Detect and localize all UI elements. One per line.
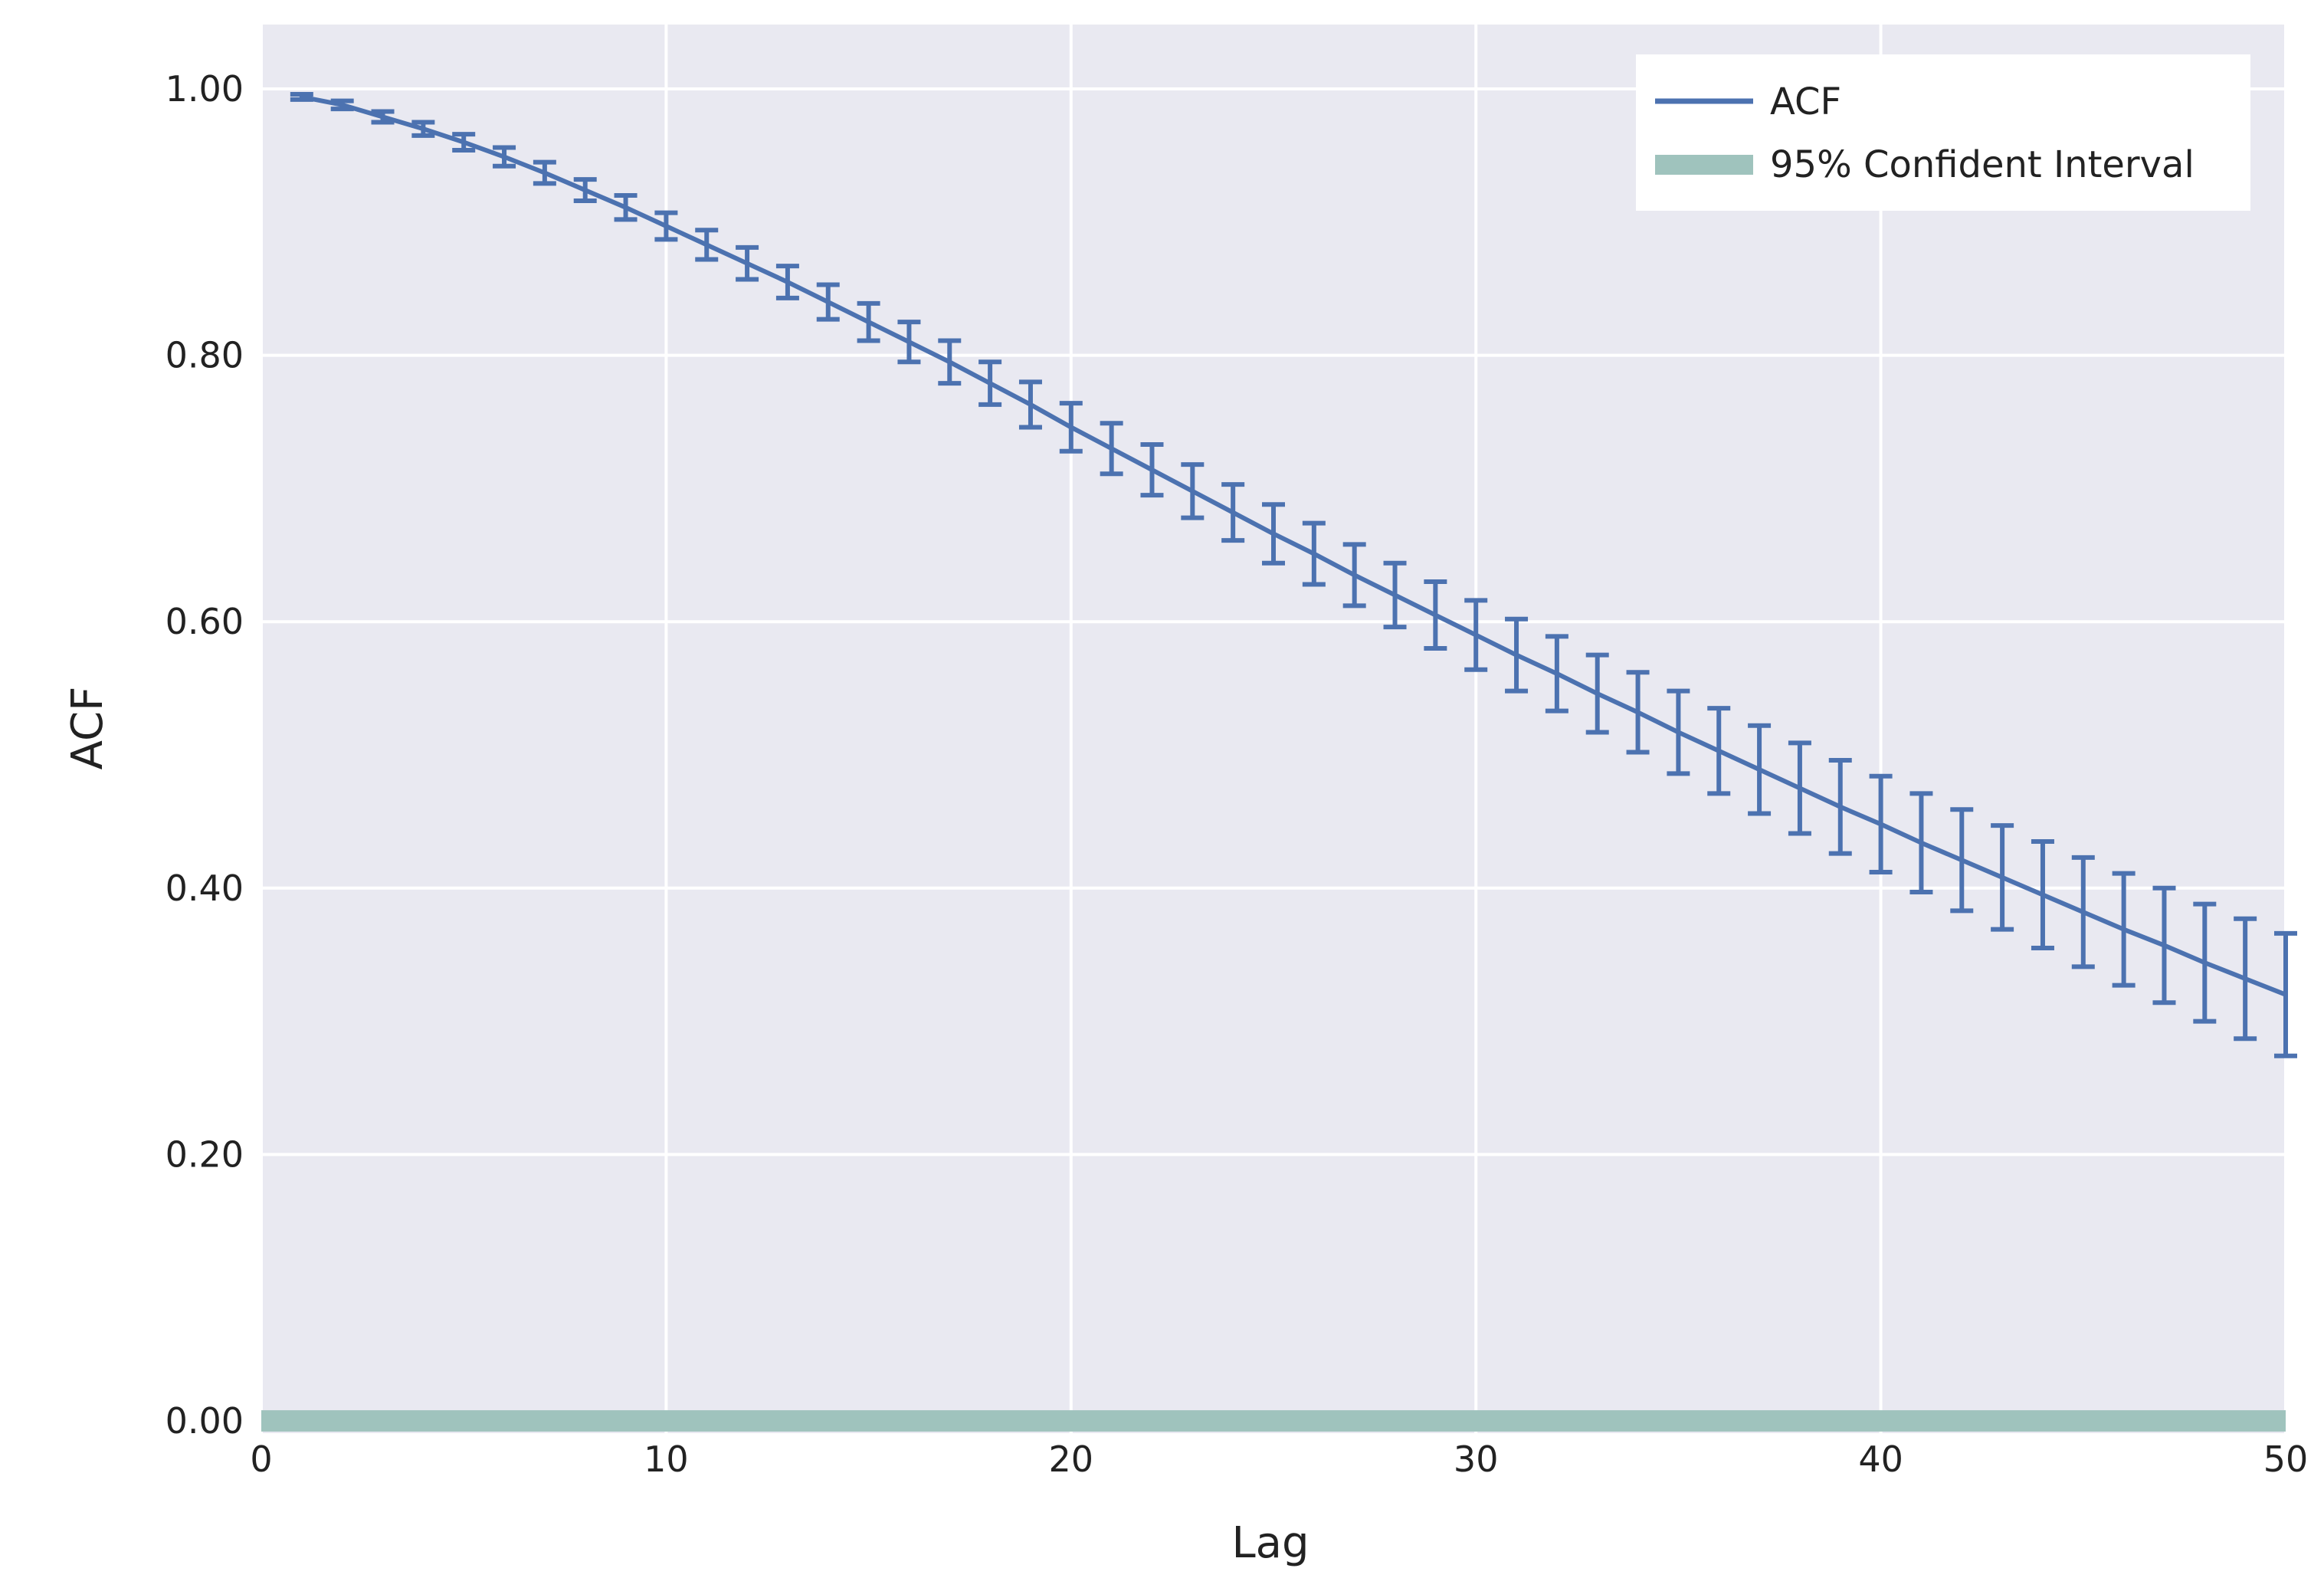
error-bar: [493, 145, 516, 169]
error-bar: [614, 193, 638, 222]
acf-series: [290, 91, 2297, 1058]
x-tick-label: 0: [250, 1439, 272, 1480]
x-tick-label: 10: [644, 1439, 689, 1480]
error-bar: [533, 159, 556, 186]
error-bar: [816, 282, 840, 322]
y-tick-label: 0.60: [166, 601, 244, 642]
error-bar: [1505, 616, 1529, 694]
error-bar: [1181, 462, 1205, 520]
error-bar: [371, 109, 395, 125]
error-bar: [1869, 773, 1893, 874]
error-bar: [1545, 634, 1568, 714]
error-bar: [695, 228, 719, 262]
error-bar: [857, 300, 880, 343]
error-bar: [1424, 579, 1447, 651]
error-bar: [1464, 598, 1488, 672]
error-bar: [2071, 855, 2095, 969]
error-bar: [1100, 421, 1123, 477]
x-axis-title: Lag: [1231, 1518, 1309, 1568]
error-bar: [1667, 688, 1690, 776]
confidence-interval-band: [261, 1410, 2286, 1432]
error-bar: [2274, 930, 2297, 1058]
error-bar: [736, 244, 759, 282]
acf-line: [301, 94, 2287, 997]
legend-ci-label: 95% Confident Interval: [1770, 143, 2195, 186]
legend: ACF 95% Confident Interval: [1636, 54, 2250, 211]
error-bar: [2234, 916, 2257, 1042]
error-bar: [1585, 652, 1609, 735]
tick-labels: 0 10 20 30 40 50 0.00 0.20 0.40 0.60 0.80 1.00: [166, 68, 2309, 1480]
legend-acf-label: ACF: [1770, 80, 1841, 123]
ci-band: [261, 1410, 2286, 1432]
x-tick-label: 20: [1049, 1439, 1094, 1480]
error-bar: [2031, 838, 2054, 951]
y-tick-label: 0.40: [166, 868, 244, 909]
error-bar: [2152, 885, 2176, 1006]
y-tick-label: 0.20: [166, 1133, 244, 1175]
error-bar: [897, 320, 921, 365]
error-bar: [1707, 706, 1731, 796]
y-tick-label: 0.80: [166, 335, 244, 376]
error-bar: [1059, 401, 1083, 454]
error-bar: [1018, 379, 1042, 430]
y-axis-title: ACF: [63, 687, 113, 770]
error-bar: [1221, 482, 1245, 543]
plot-background: [261, 25, 2286, 1433]
error-bar: [1140, 442, 1164, 498]
error-bar: [775, 264, 799, 300]
error-bar: [1262, 502, 1285, 566]
y-tick-label: 1.00: [166, 68, 244, 110]
error-bar: [1909, 791, 1933, 895]
error-bar: [330, 98, 354, 112]
error-bar: [2112, 871, 2136, 988]
error-bar: [1626, 670, 1650, 755]
error-bar: [573, 177, 597, 203]
legend-box: [1636, 54, 2250, 211]
x-tick-label: 30: [1454, 1439, 1499, 1480]
error-bar: [654, 210, 678, 242]
x-tick-label: 50: [2263, 1439, 2309, 1480]
error-bar: [1950, 807, 1974, 914]
error-bar: [938, 338, 962, 386]
error-bar: [1991, 823, 2014, 932]
error-bar: [1342, 542, 1366, 609]
error-bar: [1383, 560, 1407, 630]
y-tick-label: 0.00: [166, 1400, 244, 1442]
error-bar: [1748, 723, 1772, 816]
error-bar: [290, 91, 313, 102]
x-tick-label: 40: [1858, 1439, 1903, 1480]
error-bar: [2193, 901, 2217, 1024]
error-bar: [411, 120, 435, 138]
error-bar: [452, 132, 476, 153]
error-bar: [1788, 740, 1811, 836]
error-bar: [978, 359, 1002, 407]
error-bar: [1828, 757, 1852, 856]
error-bar: [1302, 520, 1326, 587]
